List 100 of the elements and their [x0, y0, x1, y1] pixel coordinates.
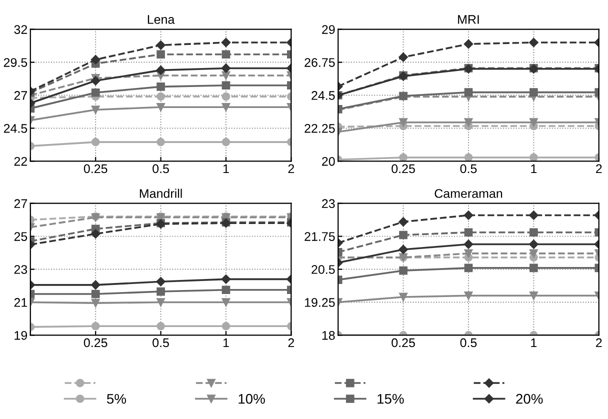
x-tick-label: 2 [288, 338, 294, 348]
point [222, 71, 230, 80]
point [399, 292, 408, 302]
point [529, 38, 538, 48]
point [464, 88, 473, 96]
point [398, 244, 408, 254]
x-tick-label: 1 [223, 338, 229, 348]
point [222, 102, 230, 112]
point [91, 322, 100, 330]
point [221, 38, 231, 48]
point [530, 291, 538, 300]
point [530, 153, 538, 162]
point [399, 266, 408, 275]
y-tick-label: 20.5 [312, 265, 335, 274]
chart-title: Lena [148, 15, 175, 24]
y-tick-label: 21 [14, 298, 28, 307]
point [530, 228, 538, 237]
point [399, 118, 408, 127]
point [399, 153, 408, 162]
point [464, 240, 474, 249]
y-tick-label: 23 [14, 265, 28, 274]
point [91, 290, 100, 298]
x-tick-label: 0.5 [152, 164, 169, 174]
y-tick-label: 29 [322, 25, 335, 34]
point [156, 102, 165, 112]
y-tick-label: 29.5 [4, 58, 28, 67]
y-tick-label: 20 [322, 156, 335, 166]
point [221, 274, 231, 284]
y-tick-label: 19.25 [305, 298, 335, 307]
point [398, 217, 408, 226]
point [156, 138, 165, 146]
point [464, 291, 473, 300]
y-tick-label: 18 [322, 331, 335, 340]
x-tick-label: 0.25 [392, 164, 415, 174]
point [464, 210, 474, 220]
x-tick-label: 2 [596, 338, 602, 348]
point [156, 92, 165, 101]
point [222, 138, 230, 146]
point [91, 138, 100, 146]
y-tick-label: 26.75 [304, 58, 335, 67]
point [222, 50, 230, 59]
x-tick-label: 0.5 [460, 164, 477, 174]
chart-title: Mandrill [140, 188, 182, 198]
point [530, 118, 538, 127]
y-tick-label: 27 [14, 91, 27, 100]
point [222, 81, 230, 90]
point [529, 210, 538, 220]
legend-label: 15% [378, 394, 404, 404]
y-tick-label: 32 [14, 25, 27, 34]
point [156, 277, 166, 286]
y-tick-label: 19 [14, 331, 28, 340]
point [156, 298, 165, 306]
point [156, 40, 166, 50]
x-tick-label: 0.25 [392, 338, 415, 348]
point [156, 287, 165, 296]
legend-label: 5% [106, 394, 126, 404]
point [464, 264, 473, 272]
point [91, 88, 100, 97]
point [222, 298, 230, 306]
y-tick-label: 27 [14, 199, 27, 208]
chart-title: Cameraman [434, 189, 502, 198]
x-tick-label: 0.25 [84, 164, 108, 174]
x-tick-label: 2 [596, 164, 602, 174]
y-tick-label: 23 [322, 199, 335, 208]
x-tick-label: 0.5 [460, 338, 477, 348]
y-tick-label: 22 [14, 156, 27, 166]
x-tick-label: 1 [223, 164, 229, 174]
y-tick-label: 22.25 [304, 124, 335, 133]
point [464, 228, 473, 237]
point [222, 92, 230, 101]
y-tick-label: 25 [14, 232, 28, 241]
point [529, 240, 538, 249]
point [90, 229, 100, 238]
legend-label: 20% [516, 394, 543, 404]
point [90, 55, 100, 64]
point [156, 322, 165, 330]
point [464, 118, 473, 127]
point [91, 298, 100, 308]
point [399, 230, 408, 240]
y-tick-label: 21.75 [304, 232, 335, 241]
legend-label: 10% [238, 394, 265, 404]
point [530, 88, 538, 96]
point [156, 82, 165, 91]
x-tick-label: 1 [531, 164, 537, 174]
x-tick-label: 0.5 [152, 338, 169, 348]
point [464, 153, 473, 162]
point [221, 64, 231, 73]
y-tick-label: 24.5 [312, 91, 335, 100]
point [156, 50, 165, 59]
point [530, 264, 538, 272]
point [464, 249, 473, 258]
point [90, 280, 100, 290]
point [222, 322, 230, 330]
chart-title: MRI [458, 15, 479, 24]
x-tick-label: 2 [288, 164, 294, 174]
point [530, 249, 538, 258]
point [90, 76, 100, 86]
y-tick-label: 24.5 [4, 124, 28, 133]
point [398, 52, 408, 62]
point [156, 66, 166, 75]
